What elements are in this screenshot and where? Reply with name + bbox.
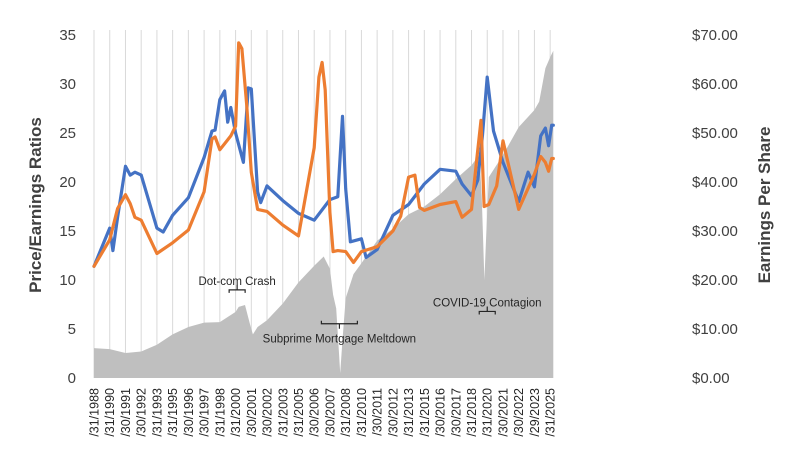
pe-line xyxy=(92,41,555,268)
y-tick-label: 30 xyxy=(59,76,76,93)
annotation-bracket xyxy=(228,284,246,293)
x-tick-label: /31/2008 xyxy=(339,388,353,437)
x-tick-label: /31/2025 xyxy=(544,388,558,437)
x-tick-label: /31/2005 xyxy=(292,388,306,437)
y2-tick-label: $20.00 xyxy=(692,272,738,289)
x-tick-label: /31/1995 xyxy=(166,388,180,437)
y-axis-right-title: Earnings Per Share xyxy=(755,127,774,284)
y-tick-label: 0 xyxy=(68,370,76,387)
x-tick-label: /31/1990 xyxy=(103,388,117,437)
x-tick-label: /31/1993 xyxy=(150,388,164,437)
x-tick-label: /31/1988 xyxy=(88,388,102,437)
eps-area xyxy=(94,50,554,378)
annotations: Dot-com Crash Subprime Mortgage Meltdown C… xyxy=(198,276,541,346)
x-tick-label: /30/2012 xyxy=(386,388,400,437)
x-tick-label: /31/2013 xyxy=(402,388,416,437)
x-tick-label: /31/2018 xyxy=(465,388,479,437)
annotation-label: Dot-com Crash xyxy=(198,276,275,288)
y-tick-label: 5 xyxy=(68,321,76,338)
y-tick-label: 25 xyxy=(59,125,76,142)
y2-tick-label: $40.00 xyxy=(692,174,738,191)
y-axis-left-title: Price/Earnings Ratios xyxy=(26,117,45,293)
x-tick-label: /31/2015 xyxy=(418,388,432,437)
x-tick-label: /30/2001 xyxy=(245,388,259,437)
x-tick-label: /30/2022 xyxy=(512,388,526,437)
pe-line-series xyxy=(92,41,555,268)
x-tick-label: /30/1997 xyxy=(198,388,212,437)
y2-tick-label: $30.00 xyxy=(692,223,738,240)
x-tick-label: /30/2002 xyxy=(261,388,275,437)
x-tick-label: /31/2020 xyxy=(481,388,495,437)
x-tick-label: /30/1992 xyxy=(135,388,149,437)
x-tick-label: /30/2021 xyxy=(496,388,510,437)
y2-tick-label: $0.00 xyxy=(692,370,730,387)
x-tick-label: /31/2010 xyxy=(355,388,369,437)
annotation-label: COVID-19 Contagion xyxy=(433,297,542,309)
x-tick-label: /29/2023 xyxy=(528,388,542,437)
x-axis-ticks: /31/1988/31/1990/30/1991/30/1992/31/1993… xyxy=(88,388,558,437)
y-axis-left-ticks: 0 5 10 15 20 25 30 35 xyxy=(59,27,76,387)
y-axis-right-ticks: $0.00 $10.00 $20.00 $30.00 $40.00 $50.00 $60.0… xyxy=(692,27,738,387)
eps-area-series xyxy=(94,50,554,378)
x-tick-label: /30/1996 xyxy=(182,388,196,437)
x-tick-label: /30/2011 xyxy=(371,388,385,436)
y2-tick-label: $70.00 xyxy=(692,27,738,44)
x-tick-label: /30/2007 xyxy=(323,388,337,437)
y2-tick-label: $60.00 xyxy=(692,76,738,93)
y-tick-label: 35 xyxy=(59,27,76,44)
y-tick-label: 10 xyxy=(59,272,76,289)
x-tick-label: /30/1991 xyxy=(119,388,133,437)
annotation-bracket xyxy=(320,320,358,329)
x-tick-label: /30/2006 xyxy=(308,388,322,437)
annotation-label: Subprime Mortgage Meltdown xyxy=(263,334,416,346)
pe-line xyxy=(92,75,555,268)
y2-tick-label: $10.00 xyxy=(692,321,738,338)
y-tick-label: 20 xyxy=(59,174,76,191)
x-tick-label: /31/2003 xyxy=(276,388,290,437)
x-tick-label: /31/2000 xyxy=(229,388,243,437)
x-tick-label: /31/1998 xyxy=(213,388,227,437)
x-tick-label: /30/2017 xyxy=(449,388,463,437)
y-tick-label: 15 xyxy=(59,223,76,240)
x-tick-label: /30/2016 xyxy=(434,388,448,437)
annotation-bracket xyxy=(478,306,496,315)
y2-tick-label: $50.00 xyxy=(692,125,738,142)
